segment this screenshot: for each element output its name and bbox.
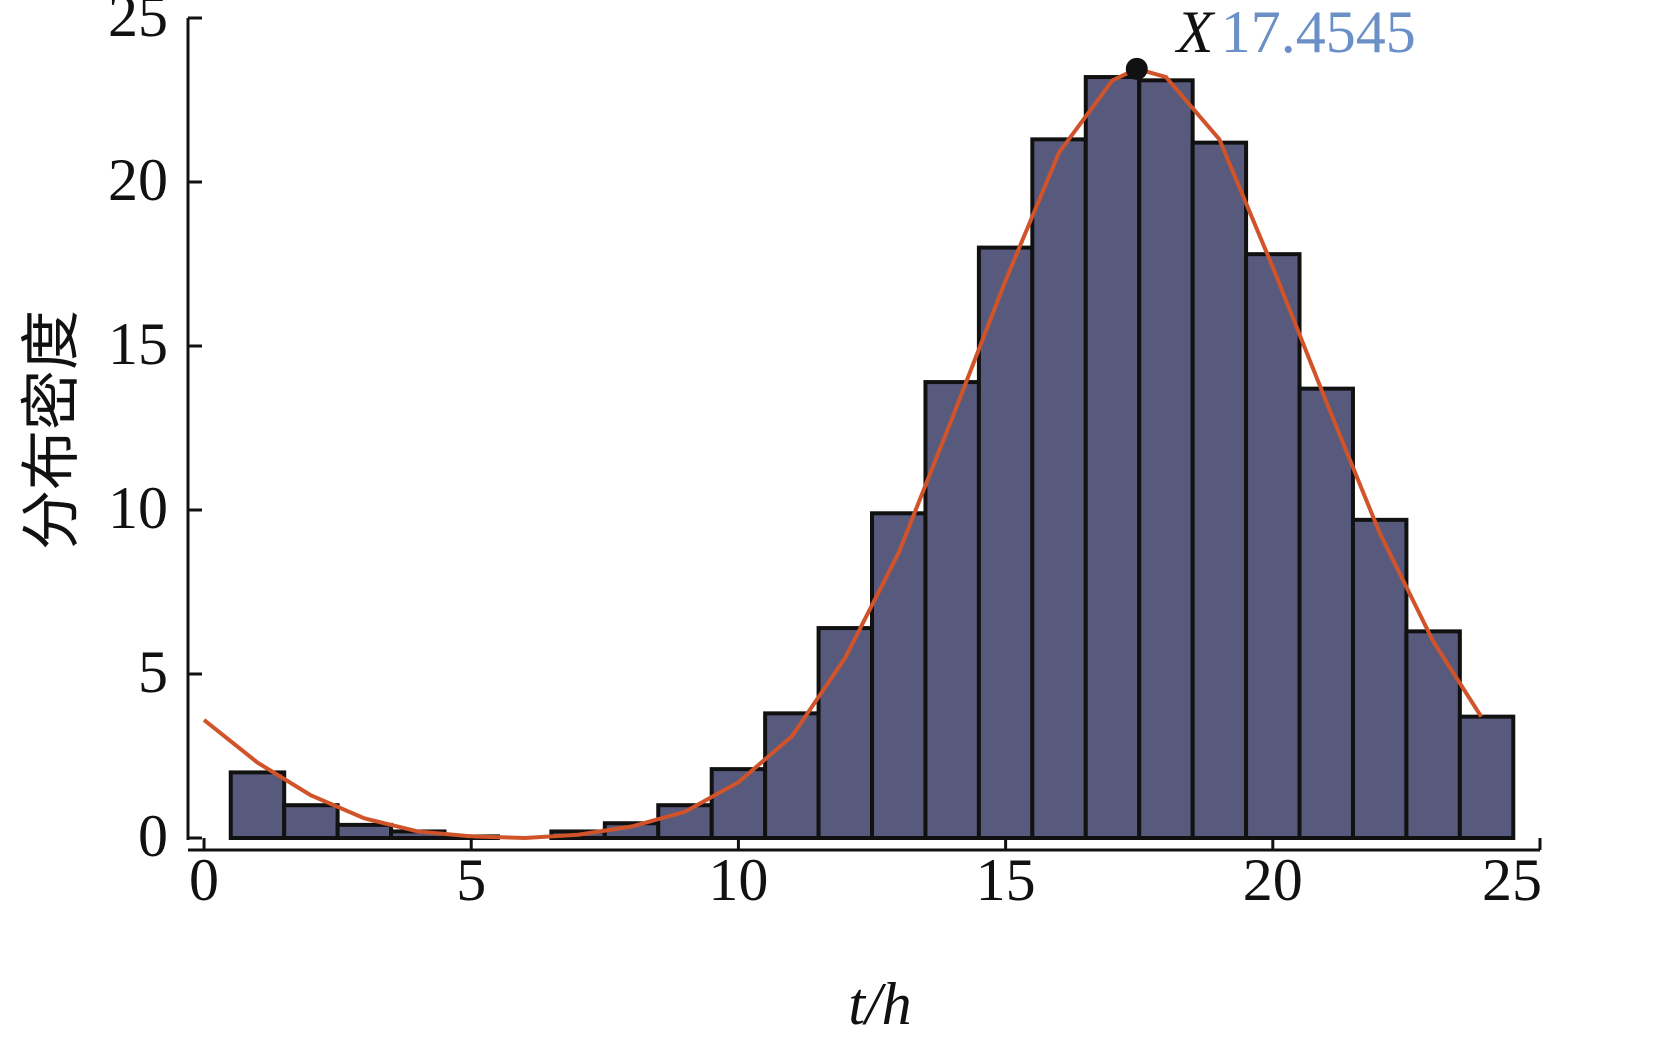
x-tick-label: 15: [976, 847, 1036, 913]
y-tick-label: 5: [138, 639, 168, 705]
bar: [1404, 629, 1462, 840]
annotation-label: X: [1175, 0, 1216, 65]
bar: [976, 245, 1035, 841]
bar: [870, 511, 928, 841]
fit-curve: [202, 66, 1483, 841]
x-axis-label: t/h: [848, 971, 911, 1037]
annotation-value: 17.4545: [1221, 0, 1416, 65]
bar: [228, 770, 287, 841]
bar: [1083, 75, 1142, 841]
x-tick-label: 5: [456, 847, 486, 913]
bar: [1457, 714, 1516, 841]
bar: [763, 711, 821, 840]
x-tick-label: 25: [1482, 847, 1542, 913]
bar: [1297, 386, 1355, 840]
y-tick-label: 20: [108, 147, 168, 213]
x-tick-label: 0: [189, 847, 219, 913]
y-tick-label: 0: [138, 803, 168, 869]
x-tick-label: 10: [708, 847, 768, 913]
bar: [1030, 137, 1088, 841]
bar: [816, 626, 875, 841]
bar: [923, 380, 981, 840]
bar: [709, 767, 768, 840]
x-tick-label: 20: [1243, 847, 1303, 913]
y-tick-label: 10: [108, 475, 168, 541]
bar: [282, 803, 340, 841]
bar: [1244, 252, 1302, 841]
bar: [1190, 140, 1249, 840]
peak-point: [1125, 57, 1148, 80]
bar: [1137, 78, 1195, 840]
y-tick-label: 25: [108, 0, 168, 49]
bar: [335, 822, 394, 841]
y-axis-label: 分布密度: [19, 310, 85, 550]
y-tick-label: 15: [108, 311, 168, 377]
